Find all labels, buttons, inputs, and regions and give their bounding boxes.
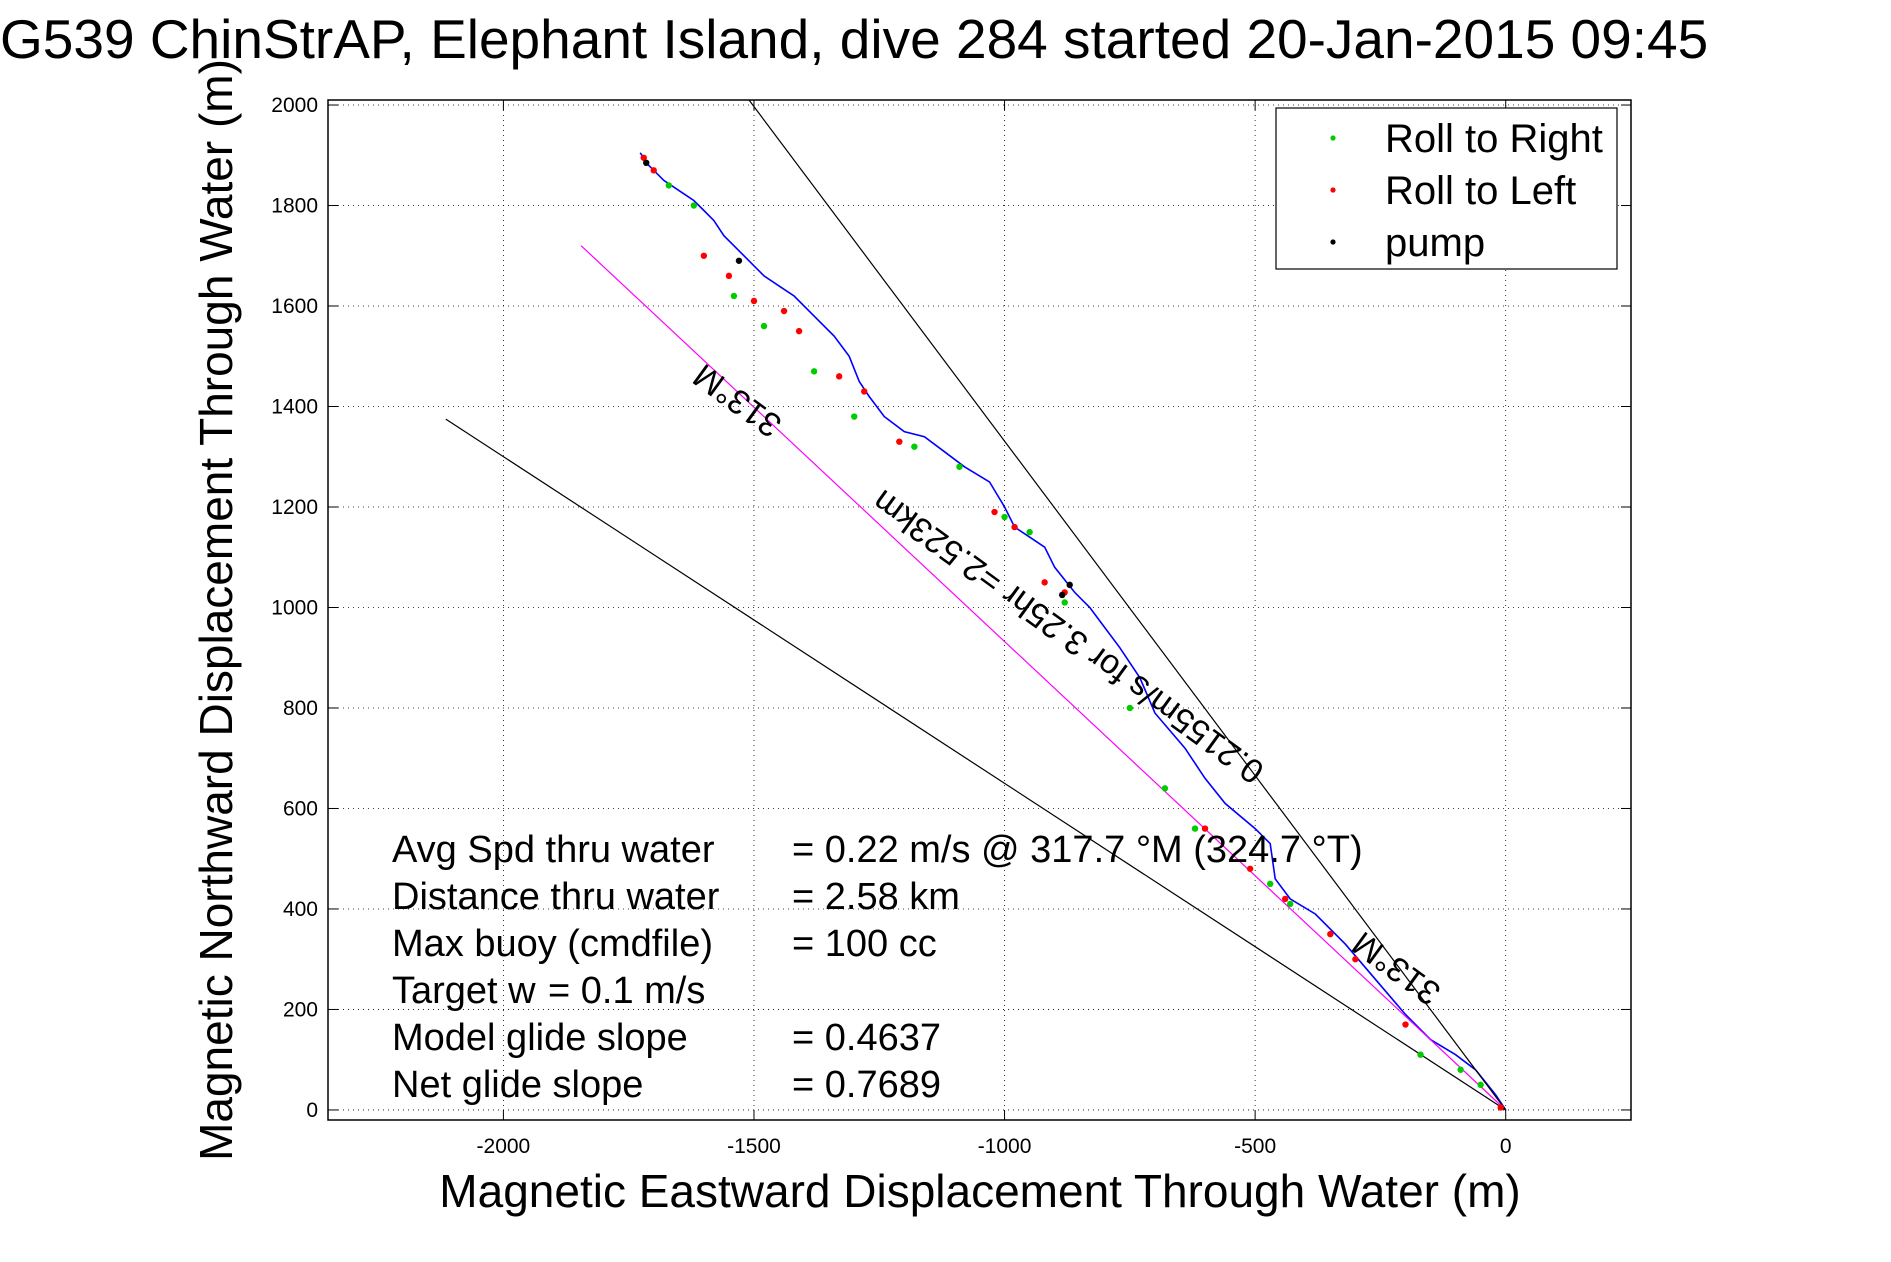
roll-left-point <box>640 154 647 161</box>
roll-right-point <box>911 443 918 450</box>
stat-value: = 0.22 m/s @ 317.7 °M (324.7 °T) <box>792 829 1363 871</box>
stat-value: = 0.1 m/s <box>548 970 705 1012</box>
x-tick-label: -1500 <box>727 1135 781 1158</box>
x-tick-label: -500 <box>1234 1135 1276 1158</box>
roll-left-point <box>1282 895 1289 903</box>
stat-value: = 0.7689 <box>792 1064 941 1106</box>
roll-right-point <box>1287 900 1294 908</box>
roll-left-point <box>780 307 788 315</box>
roll-left-point <box>1011 523 1018 531</box>
cone-line <box>445 418 1507 1111</box>
roll-left-point <box>1497 1104 1504 1111</box>
roll-left-point <box>991 508 998 516</box>
x-axis-label: Magnetic Eastward Displacement Through W… <box>439 1165 1520 1217</box>
roll-left-point <box>1041 579 1048 586</box>
legend-label: Roll to Left <box>1385 169 1576 213</box>
roll-right-point <box>690 202 698 209</box>
stat-value: = 100 cc <box>792 923 937 965</box>
legend-marker <box>1330 187 1336 193</box>
x-tick-label: -1000 <box>978 1135 1032 1158</box>
roll-left-point <box>1327 930 1334 938</box>
y-tick-label: 1600 <box>271 295 318 318</box>
roll-right-point <box>1477 1081 1484 1089</box>
y-tick-label: 1200 <box>271 496 318 519</box>
roll-left-point <box>1402 1021 1409 1028</box>
y-tick-label: 0 <box>306 1099 318 1122</box>
roll-left-point <box>750 297 758 305</box>
y-tick-label: 1000 <box>271 596 318 619</box>
legend: Roll to Right Roll to Left pump <box>1275 107 1618 270</box>
x-tick-label: 0 <box>1500 1135 1512 1158</box>
roll-left-point <box>795 327 803 335</box>
stat-label: Avg Spd thru water <box>392 829 715 871</box>
roll-left-point <box>1352 956 1359 963</box>
roll-right-point <box>1457 1066 1464 1073</box>
stat-label: Max buoy (cmdfile) <box>392 923 713 965</box>
roll-left-point <box>1246 865 1254 872</box>
stat-label: Distance thru water <box>392 876 720 918</box>
stat-value: = 0.4637 <box>792 1017 941 1059</box>
roll-left-point <box>700 252 708 259</box>
roll-right-point <box>1026 528 1033 536</box>
y-tick-label: 1400 <box>271 396 318 419</box>
stat-label: Target w <box>392 970 536 1012</box>
roll-right-point <box>956 463 963 470</box>
stat-label: Net glide slope <box>392 1064 643 1106</box>
y-tick-label: 400 <box>283 898 318 921</box>
pump-point <box>735 257 743 264</box>
roll-left-point <box>1201 825 1209 832</box>
chart-title: G539 ChinStrAP, Elephant Island, dive 28… <box>0 8 1708 70</box>
roll-right-point <box>810 368 818 375</box>
roll-left-point <box>650 167 657 174</box>
heading-line <box>580 245 1507 1111</box>
plot-frame <box>327 99 1632 1121</box>
y-tick-label: 800 <box>283 697 318 720</box>
roll-right-point <box>730 292 738 300</box>
pump-point <box>1066 581 1073 589</box>
series-layer <box>445 99 1507 1111</box>
legend-label: pump <box>1385 221 1485 265</box>
roll-right-point <box>760 322 768 330</box>
roll-left-point <box>896 438 903 445</box>
roll-left-point <box>835 373 843 380</box>
legend-marker <box>1330 135 1336 141</box>
tick-layer: -2000 -1500 -1000 -500 0 0 200 400 600 800 1000 120… <box>271 94 1631 1158</box>
roll-right-point <box>1061 599 1068 606</box>
stats-block: Avg Spd thru water = 0.22 m/s @ 317.7 °M … <box>392 829 1363 1106</box>
roll-right-point <box>1001 513 1008 521</box>
track-line <box>639 152 1507 1111</box>
y-tick-label: 200 <box>283 998 318 1021</box>
y-tick-label: 2000 <box>271 94 318 117</box>
legend-label: Roll to Right <box>1385 117 1603 161</box>
pump-point <box>1058 591 1066 599</box>
stat-label: Model glide slope <box>392 1017 688 1059</box>
y-tick-label: 600 <box>283 797 318 820</box>
y-tick-label: 1800 <box>271 195 318 218</box>
stat-value: = 2.58 km <box>792 876 960 918</box>
roll-right-point <box>1266 880 1274 888</box>
pump-point <box>643 159 650 167</box>
roll-left-point <box>725 272 733 280</box>
points-layer <box>640 154 1504 1111</box>
roll-right-point <box>1126 704 1134 712</box>
roll-right-point <box>1161 785 1169 792</box>
legend-marker <box>1330 239 1336 245</box>
x-tick-label: -2000 <box>477 1135 531 1158</box>
roll-right-point <box>1191 825 1199 832</box>
y-axis-label: Magnetic Northward Displacement Through … <box>190 59 242 1161</box>
cone-line <box>748 99 1507 1111</box>
roll-right-point <box>665 182 672 189</box>
roll-left-point <box>861 388 868 395</box>
roll-right-point <box>851 413 858 420</box>
roll-right-point <box>1417 1051 1424 1058</box>
